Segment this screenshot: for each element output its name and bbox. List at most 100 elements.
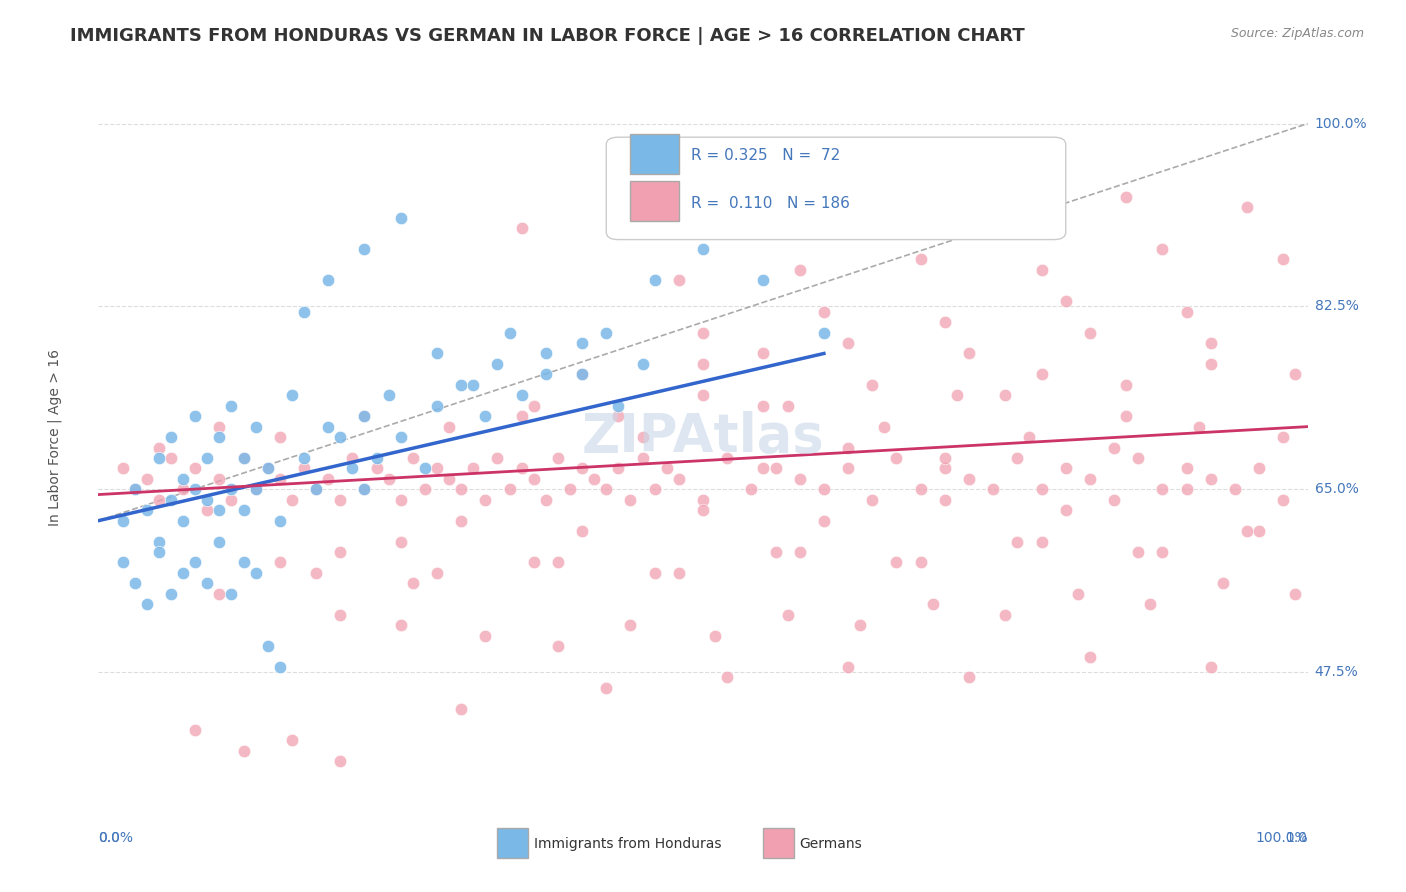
Point xyxy=(124,483,146,497)
Point xyxy=(342,461,364,475)
Point xyxy=(631,450,654,465)
Point xyxy=(1139,597,1161,611)
Text: 1.0: 1.0 xyxy=(1285,830,1308,845)
Point xyxy=(1236,200,1258,214)
Point xyxy=(111,514,134,528)
Point xyxy=(692,492,714,507)
Point xyxy=(692,326,714,340)
Point xyxy=(752,273,775,287)
Point xyxy=(716,670,738,684)
Text: 82.5%: 82.5% xyxy=(1315,300,1358,313)
Point xyxy=(353,409,375,424)
Point xyxy=(886,450,908,465)
Point xyxy=(269,514,291,528)
Point xyxy=(523,472,546,486)
Point xyxy=(195,503,218,517)
Point xyxy=(184,723,207,737)
Point xyxy=(184,461,207,475)
Point xyxy=(1078,649,1101,664)
Point xyxy=(534,346,557,360)
Point xyxy=(389,211,412,225)
FancyBboxPatch shape xyxy=(606,137,1066,240)
Point xyxy=(571,368,593,382)
Point xyxy=(221,399,243,413)
Point xyxy=(124,483,146,497)
Point xyxy=(269,430,291,444)
Point xyxy=(1102,441,1125,455)
Bar xyxy=(498,829,527,858)
Point xyxy=(184,409,207,424)
Point xyxy=(1199,336,1222,351)
Point xyxy=(946,388,969,402)
Point xyxy=(148,492,170,507)
Point xyxy=(377,388,399,402)
Point xyxy=(463,377,485,392)
Point xyxy=(208,419,231,434)
Point xyxy=(860,377,883,392)
Point xyxy=(160,492,183,507)
Point xyxy=(208,430,231,444)
Point xyxy=(402,450,425,465)
Point xyxy=(934,450,956,465)
Point xyxy=(886,556,908,570)
Point xyxy=(329,430,352,444)
Point xyxy=(692,388,714,402)
Point xyxy=(752,461,775,475)
Point xyxy=(957,472,980,486)
Point xyxy=(426,399,449,413)
Point xyxy=(668,273,690,287)
Point xyxy=(1007,450,1029,465)
Point xyxy=(571,524,593,538)
Point xyxy=(910,252,932,267)
Point xyxy=(463,461,485,475)
Point xyxy=(873,419,896,434)
Point xyxy=(450,514,472,528)
Point xyxy=(353,242,375,256)
Point xyxy=(1175,304,1198,318)
Point xyxy=(595,681,617,695)
Point xyxy=(245,419,267,434)
Point xyxy=(111,556,134,570)
Point xyxy=(148,441,170,455)
Point xyxy=(389,492,412,507)
Point xyxy=(366,461,388,475)
Point xyxy=(1078,326,1101,340)
Point xyxy=(426,461,449,475)
Point xyxy=(765,461,787,475)
Point xyxy=(813,326,835,340)
Point xyxy=(316,419,339,434)
Point xyxy=(316,273,339,287)
Point xyxy=(716,450,738,465)
Point xyxy=(668,472,690,486)
Text: R = 0.325   N =  72: R = 0.325 N = 72 xyxy=(690,148,841,163)
Point xyxy=(692,503,714,517)
Point xyxy=(281,733,304,747)
Point xyxy=(1102,492,1125,507)
Text: Immigrants from Honduras: Immigrants from Honduras xyxy=(534,837,721,851)
Point xyxy=(160,587,183,601)
Point xyxy=(1152,242,1174,256)
Point xyxy=(195,576,218,591)
Point xyxy=(1223,483,1246,497)
Point xyxy=(1018,430,1040,444)
Point xyxy=(619,492,641,507)
Point xyxy=(752,399,775,413)
Point xyxy=(232,450,254,465)
Point xyxy=(1212,576,1234,591)
Point xyxy=(232,450,254,465)
Point xyxy=(292,304,315,318)
Point xyxy=(486,357,509,371)
Point xyxy=(534,368,557,382)
Point xyxy=(1054,294,1077,309)
Point xyxy=(184,483,207,497)
Point xyxy=(994,607,1017,622)
Point xyxy=(776,607,799,622)
Point xyxy=(450,702,472,716)
Bar xyxy=(630,134,679,174)
Point xyxy=(437,472,460,486)
Text: In Labor Force | Age > 16: In Labor Force | Age > 16 xyxy=(48,349,62,525)
Point xyxy=(981,483,1004,497)
Point xyxy=(644,483,666,497)
Point xyxy=(498,326,520,340)
Point xyxy=(353,483,375,497)
